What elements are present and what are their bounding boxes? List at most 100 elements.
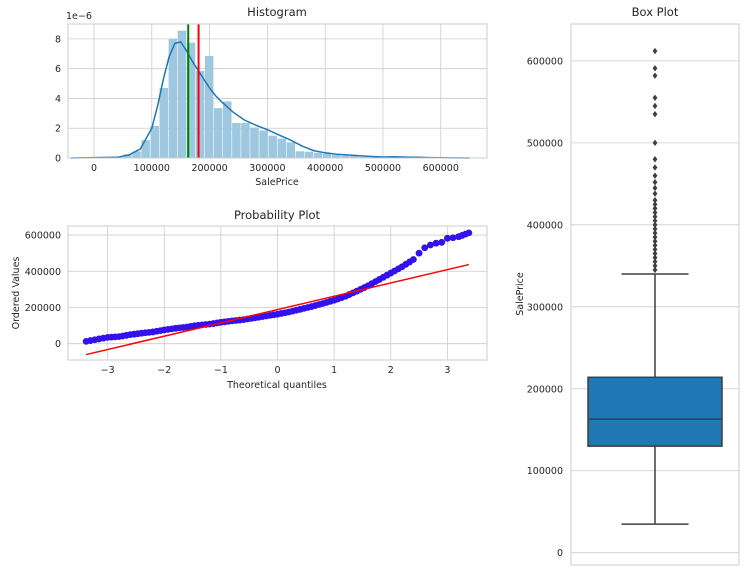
probability-point: [449, 234, 457, 242]
histogram-bar: [213, 108, 223, 158]
histogram-offset-label: 1e−6: [66, 11, 92, 22]
box-y-tick-label: 100000: [527, 466, 563, 477]
probability-point: [426, 241, 434, 249]
probability-y-tick-label: 200000: [25, 303, 61, 314]
histogram-y-tick-label: 2: [55, 124, 61, 135]
histogram-bar: [268, 135, 277, 158]
box-y-tick-label: 600000: [527, 56, 563, 67]
histogram-bar: [286, 142, 296, 158]
histogram-bar: [322, 153, 332, 158]
box-outlier: [652, 65, 658, 72]
histogram-bar: [132, 151, 141, 158]
histogram-title: Histogram: [247, 5, 307, 19]
box-y-tick-label: 400000: [527, 220, 563, 231]
histogram-bar: [123, 154, 132, 158]
histogram-gridlines: [68, 24, 487, 159]
histogram-bar: [259, 130, 268, 158]
histogram-x-tick-label: 0: [91, 163, 97, 174]
probability-point: [432, 239, 440, 247]
box-outlier: [652, 209, 658, 216]
box-y-tick-label: 500000: [527, 138, 563, 149]
histogram-x-tick-label: 100000: [134, 163, 170, 174]
probability-x-tick-label: −3: [101, 365, 115, 376]
histogram-x-tick-label: 400000: [307, 163, 343, 174]
box-outlier: [652, 233, 658, 241]
histogram-y-tick-label: 4: [55, 94, 61, 105]
box-plot-body: [587, 273, 723, 525]
box-frame: [570, 23, 740, 566]
box-outlier: [652, 266, 658, 274]
box-outlier: [652, 190, 658, 197]
box-plot-title: Box Plot: [632, 5, 679, 19]
histogram-bar: [186, 42, 196, 158]
histogram-frame: [67, 23, 488, 159]
probability-point: [438, 238, 446, 246]
box-outlier: [652, 225, 658, 233]
probability-point: [465, 229, 473, 237]
histogram-bar: [331, 155, 341, 158]
probability-y-ticks: 0 200000 400000 600000: [25, 231, 61, 351]
probability-y-tick-label: 600000: [25, 231, 61, 242]
box-outlier: [652, 164, 658, 171]
probability-plot-panel: −3 −2 −1 0 1 2 3 0 200000 400000 600000 Probabili…: [11, 208, 488, 391]
probability-x-tick-label: 2: [388, 365, 394, 376]
box-outlier: [652, 238, 658, 245]
histogram-bar: [295, 151, 305, 158]
box-outlier: [652, 221, 658, 229]
box-y-tick-label: 0: [557, 548, 563, 559]
histogram-bar: [223, 101, 232, 158]
box-y-ticks: 0 100000 200000 300000 400000 500000 600000: [527, 56, 563, 559]
probability-y-tick-label: 0: [55, 339, 61, 350]
probability-point: [415, 249, 423, 257]
box-outlier: [652, 197, 658, 204]
box-outlier: [652, 205, 658, 212]
histogram-bar: [304, 151, 314, 158]
probability-y-label: Ordered Values: [11, 257, 22, 330]
box-outlier: [652, 156, 658, 163]
histogram-kde-line: [70, 41, 470, 159]
probability-frame: [67, 225, 488, 361]
histogram-bar: [141, 140, 150, 158]
probability-point: [443, 234, 451, 242]
box-outlier: [652, 258, 658, 265]
histogram-x-label: SalePrice: [255, 177, 299, 188]
probability-x-tick-label: 3: [444, 365, 450, 376]
box-outlier: [652, 229, 658, 237]
box-outlier: [652, 242, 658, 249]
box-y-tick-label: 200000: [527, 384, 563, 395]
probability-gridlines: [68, 226, 487, 360]
box-outlier: [652, 172, 658, 179]
box-outlier: [652, 47, 658, 55]
box-outlier: [652, 179, 658, 186]
box-outlier: [652, 94, 658, 101]
box-outlier: [652, 250, 658, 257]
box-outlier: [652, 201, 658, 208]
box-outlier: [652, 254, 658, 261]
histogram-bar: [359, 156, 368, 158]
box-outlier: [652, 213, 658, 220]
probability-x-tick-label: −2: [157, 365, 171, 376]
histogram-bar: [350, 155, 359, 158]
probability-point: [409, 256, 417, 263]
box-y-tick-label: 300000: [527, 302, 563, 313]
box-outlier: [652, 72, 658, 79]
histogram-x-tick-label: 500000: [365, 163, 401, 174]
histogram-y-tick-label: 8: [55, 34, 61, 45]
box-iqr: [587, 376, 723, 447]
box-outlier: [652, 246, 658, 253]
probability-title: Probability Plot: [234, 208, 321, 222]
histogram-x-tick-label: 300000: [249, 163, 285, 174]
histogram-bar: [341, 155, 350, 158]
histogram-bar: [195, 70, 205, 158]
histogram-bar: [250, 127, 259, 158]
probability-x-label: Theoretical quantiles: [226, 380, 327, 391]
box-outlier: [652, 217, 658, 224]
histogram-y-tick-label: 6: [55, 64, 61, 75]
probability-x-tick-label: 1: [331, 365, 337, 376]
histogram-bar: [150, 125, 159, 158]
histogram-bar: [168, 38, 178, 159]
histogram-x-ticks: 0 100000 200000 300000 400000 500000 600000: [91, 163, 459, 174]
histogram-bar: [277, 138, 286, 158]
histogram-bar: [177, 30, 187, 159]
